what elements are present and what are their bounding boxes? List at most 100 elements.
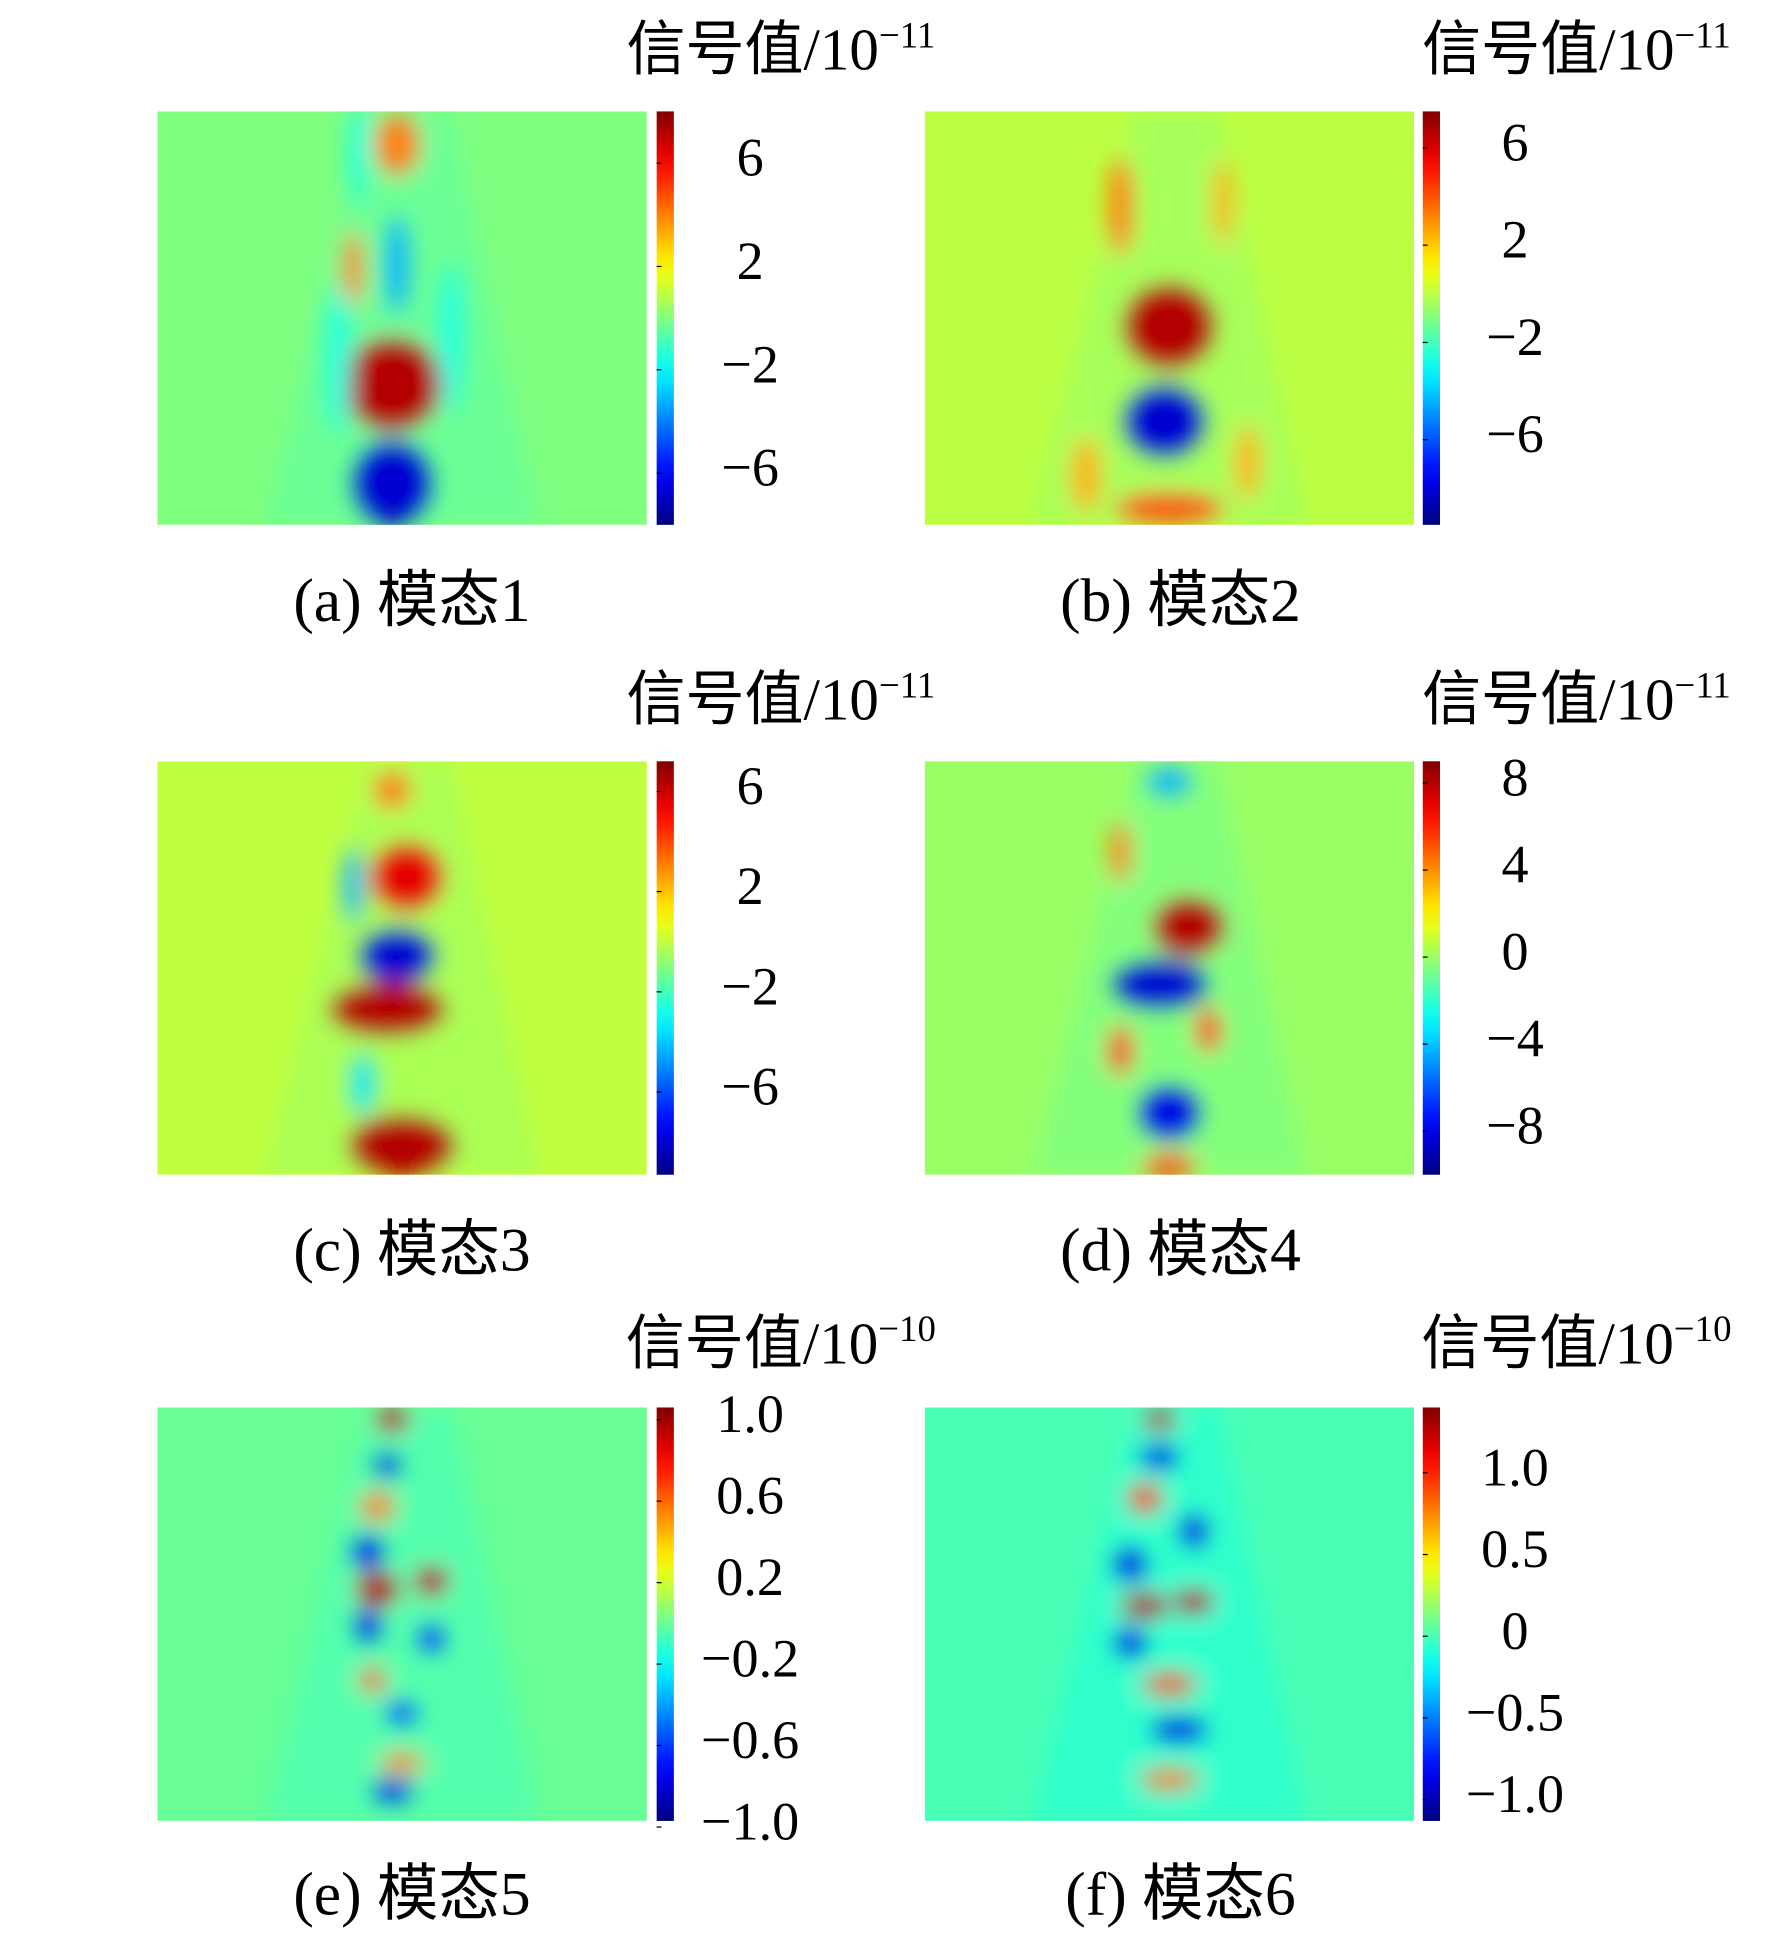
field-blob xyxy=(1149,1717,1209,1743)
colorbar-tick-label: −8 xyxy=(1486,1096,1544,1156)
title-text: 信号值/10 xyxy=(626,1310,878,1376)
title-exponent: −10 xyxy=(878,1308,936,1349)
field-blob xyxy=(1137,1085,1202,1140)
field-blob xyxy=(1235,425,1261,500)
field-blob xyxy=(1113,1628,1148,1658)
field-blob xyxy=(343,231,364,306)
panel: 6 2 −2 −6 信号值/10−11 (a) 模态1 xyxy=(157,15,935,635)
heatmap-field xyxy=(1032,111,1307,525)
field-blob xyxy=(348,1114,457,1175)
field-blob xyxy=(375,1407,410,1433)
colorbar-tick-label: 0.6 xyxy=(716,1465,784,1525)
field-blob xyxy=(357,928,437,983)
field-blob xyxy=(1213,159,1234,246)
panel: 1.0 0.5 0 −0.5 −1.0 信号值/10−10 (f) 模态6 xyxy=(924,1308,1732,1928)
field-blob xyxy=(1142,1154,1197,1175)
heatmap-field xyxy=(265,1407,540,1821)
title-text: 信号值/10 xyxy=(1422,16,1674,82)
field-blob xyxy=(370,842,444,912)
colorbar-tick-label: −4 xyxy=(1486,1009,1544,1069)
colorbar-tick-label: 1.0 xyxy=(1481,1437,1549,1497)
field-blob xyxy=(1139,1768,1199,1791)
panel: 6 2 −2 −6 信号值/10−11 (b) 模态2 xyxy=(924,15,1731,635)
colorbar-tick-label: −2 xyxy=(721,956,779,1016)
colorbar-tick-label: −0.5 xyxy=(1466,1682,1564,1742)
colorbar-tick-label: 8 xyxy=(1501,747,1528,807)
colorbar xyxy=(656,1407,674,1821)
field-blob xyxy=(343,337,442,432)
heatmap xyxy=(924,761,1415,1175)
heatmap-field xyxy=(265,761,540,1175)
colorbar-tick-label: 0 xyxy=(1501,921,1528,981)
field-blob xyxy=(375,113,420,176)
colorbar-title: 信号值/10−11 xyxy=(626,15,935,83)
title-exponent: −10 xyxy=(1674,1308,1732,1349)
field-blob xyxy=(326,285,351,434)
field-blob xyxy=(373,771,411,809)
colorbar-tick-label: 0.2 xyxy=(716,1547,784,1607)
field-blob xyxy=(350,1534,386,1570)
field-blob xyxy=(1174,1589,1214,1615)
field-blob xyxy=(353,1609,383,1644)
colorbar-tick-label: −1.0 xyxy=(701,1791,799,1851)
title-text: 信号值/10 xyxy=(1422,666,1674,732)
field-blob xyxy=(1152,896,1226,957)
field-blob xyxy=(1142,1409,1177,1430)
colorbar-title: 信号值/10−11 xyxy=(1422,665,1731,733)
title-exponent: −11 xyxy=(879,15,935,56)
field-spread xyxy=(265,1407,540,1821)
heatmap xyxy=(157,761,647,1175)
field-blob xyxy=(416,1624,447,1654)
heatmap xyxy=(924,1407,1415,1821)
field-blob xyxy=(379,1753,425,1773)
colorbar xyxy=(1422,761,1440,1175)
colorbar xyxy=(656,111,674,525)
colorbar-tick-label: 1.0 xyxy=(716,1384,784,1444)
panel: 1.0 0.6 0.2 −0.2 −0.6 −1.0 信号值/10−10 (e) 模态5 xyxy=(157,1308,936,1928)
field-blob xyxy=(350,440,435,525)
colorbar-tick-label: −0.2 xyxy=(701,1628,799,1688)
field-blob xyxy=(1071,438,1102,513)
field-blob xyxy=(1139,1444,1180,1470)
colorbar-title: 信号值/10−10 xyxy=(1421,1308,1731,1376)
panel: 6 2 −2 −6 信号值/10−11 (c) 模态3 xyxy=(157,665,935,1285)
field-blob xyxy=(348,111,368,203)
colorbar xyxy=(656,761,674,1175)
caption: (c) 模态3 xyxy=(293,1216,530,1284)
colorbar xyxy=(1422,1407,1440,1821)
field-blob xyxy=(1122,384,1207,459)
title-exponent: −11 xyxy=(879,665,935,706)
colorbar-tick-label: 0.5 xyxy=(1481,1519,1549,1579)
field-blob xyxy=(370,1779,415,1805)
caption: (a) 模态1 xyxy=(293,567,530,635)
field-blob xyxy=(384,214,410,314)
colorbar-title: 信号值/10−11 xyxy=(1422,15,1731,83)
field-blob xyxy=(1196,1007,1221,1053)
title-text: 信号值/10 xyxy=(626,16,878,82)
heatmap xyxy=(924,111,1415,525)
field-blob xyxy=(1108,1025,1133,1076)
colorbar-tick-label: −2 xyxy=(721,334,779,394)
caption: (b) 模态2 xyxy=(1060,567,1301,635)
heatmap xyxy=(157,1407,647,1821)
heatmap-field xyxy=(265,111,540,525)
field-blob xyxy=(1179,1514,1209,1549)
colorbar-tick-label: −0.6 xyxy=(701,1710,799,1770)
colorbar-tick-label: −6 xyxy=(721,1056,779,1116)
colorbar-tick-label: 4 xyxy=(1501,834,1528,894)
field-blob xyxy=(1120,1593,1170,1619)
field-blob xyxy=(1127,1483,1163,1514)
caption: (f) 模态6 xyxy=(1065,1860,1295,1928)
field-blob xyxy=(350,1052,376,1115)
heatmap-field xyxy=(1032,761,1307,1175)
field-blob xyxy=(384,1701,420,1726)
caption: (d) 模态4 xyxy=(1060,1216,1301,1284)
field-blob xyxy=(360,1667,386,1693)
colorbar-tick-label: −2 xyxy=(1486,307,1544,367)
colorbar-tick-label: −6 xyxy=(1486,404,1544,464)
title-text: 信号值/10 xyxy=(626,666,878,732)
field-blob xyxy=(1147,767,1192,797)
field-blob xyxy=(372,1452,403,1478)
colorbar-tick-label: 2 xyxy=(737,231,764,291)
colorbar xyxy=(1422,111,1440,525)
